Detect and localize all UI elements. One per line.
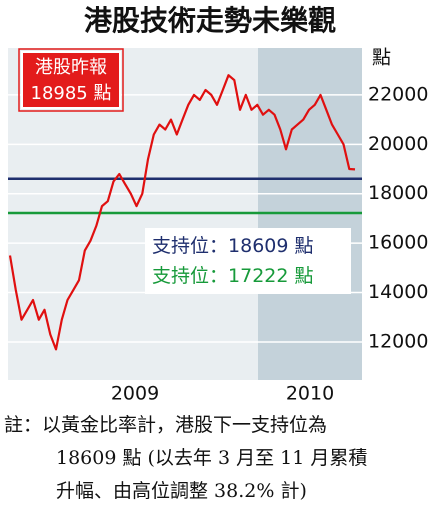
support-value: 17222 bbox=[228, 265, 288, 287]
price-label: 港股昨報 bbox=[35, 57, 107, 78]
price-unit: 點 bbox=[94, 83, 112, 104]
support-label: 支持位： bbox=[152, 265, 228, 287]
y-tick-label: 18000 bbox=[368, 182, 428, 204]
support-unit: 點 bbox=[295, 235, 314, 257]
y-tick-label: 16000 bbox=[368, 232, 428, 254]
y-tick-label: 14000 bbox=[368, 281, 428, 303]
footnote-line: 註：以黃金比率計，港股下一支持位為 bbox=[4, 414, 327, 436]
y-tick-label: 20000 bbox=[368, 133, 428, 155]
y-unit: 點 bbox=[372, 47, 391, 69]
price-value: 18985 點 bbox=[31, 83, 112, 104]
price-number: 18985 bbox=[31, 83, 88, 104]
x-tick-label: 2010 bbox=[286, 383, 334, 405]
support-text: 支持位：18609 點 bbox=[152, 235, 314, 257]
support-box bbox=[145, 228, 351, 294]
price-box-border bbox=[18, 48, 124, 112]
price-box bbox=[21, 51, 121, 109]
support-unit: 點 bbox=[295, 265, 314, 287]
support-value: 18609 bbox=[228, 235, 288, 257]
footnote-line: 18609 點 (以去年 3 月至 11 月累積 bbox=[56, 447, 367, 469]
chart-title: 港股技術走勢未樂觀 bbox=[84, 4, 336, 37]
footnote-line: 升幅、由高位調整 38.2% 計) bbox=[56, 480, 307, 502]
price-line bbox=[8, 74, 356, 351]
support-label: 支持位： bbox=[152, 235, 228, 257]
y-tick-label: 12000 bbox=[368, 330, 428, 352]
x-tick-label: 2009 bbox=[111, 383, 159, 405]
support-text: 支持位：17222 點 bbox=[152, 265, 314, 287]
y-tick-label: 22000 bbox=[368, 83, 428, 105]
